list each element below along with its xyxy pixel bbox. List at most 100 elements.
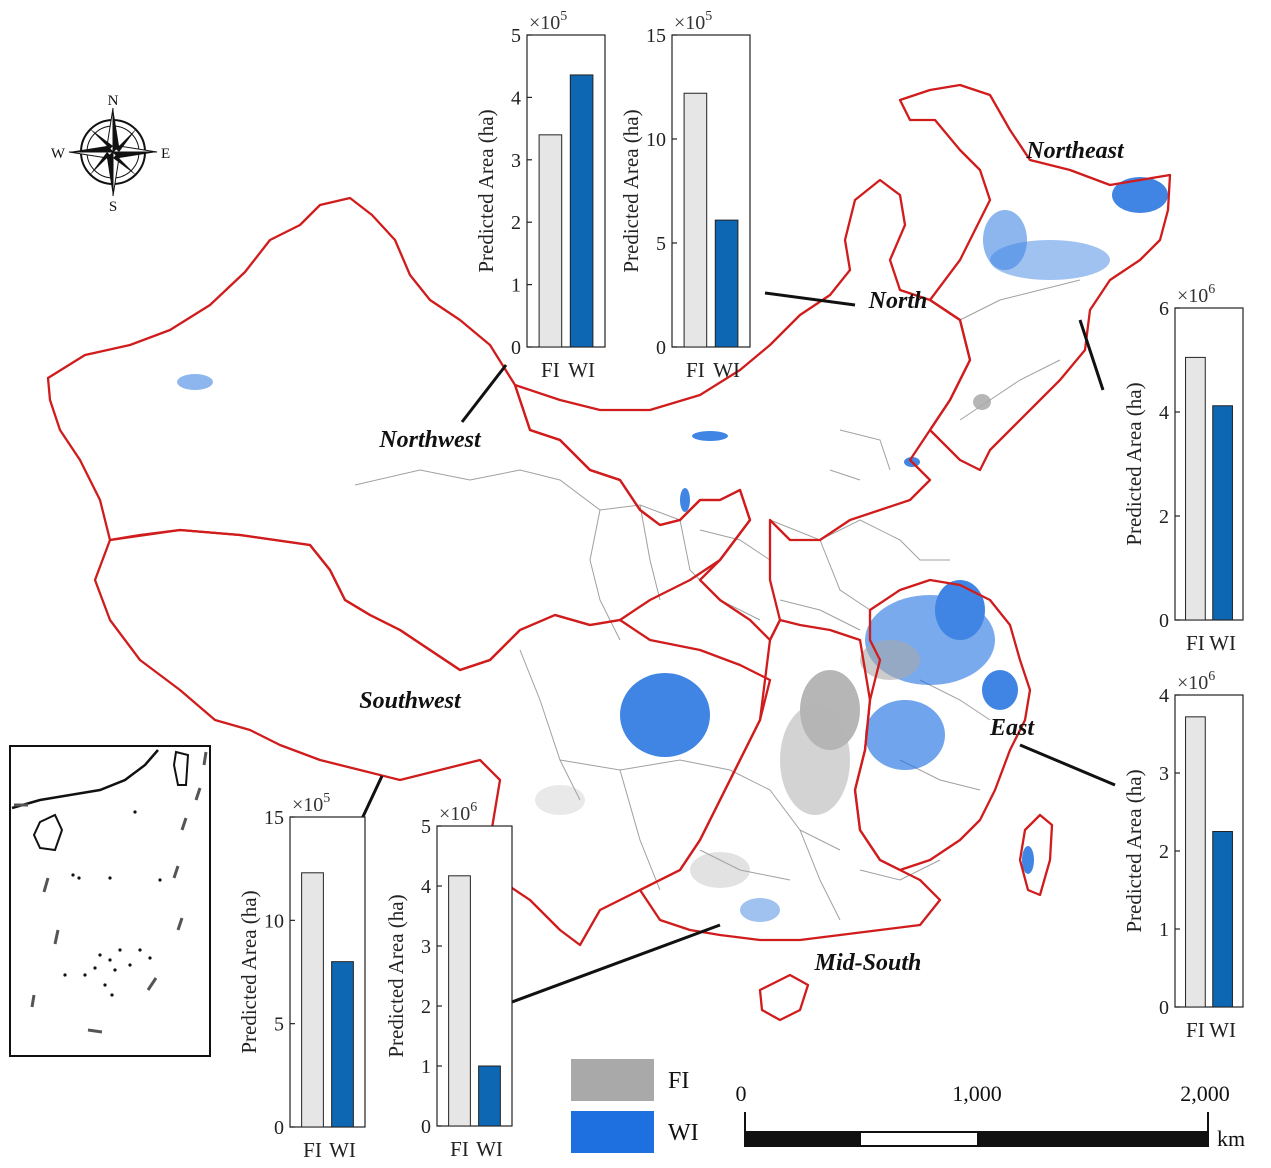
region-boundaries [46, 83, 1172, 1022]
y-tick-label: 3 [421, 936, 431, 958]
y-tick-label: 10 [264, 910, 284, 932]
y-tick-label: 3 [511, 150, 521, 172]
region-label-east: East [989, 715, 1035, 741]
province-boundaries [354, 279, 1081, 921]
axis-multiplier: ×106 [1177, 282, 1215, 307]
compass-east-label: E [161, 146, 170, 162]
bar-wi [478, 1065, 501, 1127]
hainan-boundary [758, 973, 810, 1022]
scale-tick-1000: 1,000 [952, 1081, 1002, 1106]
y-tick-label: 4 [511, 87, 521, 109]
region-label-north: North [868, 288, 928, 314]
y-tick-label: 0 [656, 337, 666, 359]
y-tick-label: 1 [1159, 919, 1169, 941]
chart-southwest: 0 5 10 15 FI WI ×105 Predicted Area (ha) [237, 791, 366, 1162]
y-tick-label: 4 [421, 876, 431, 898]
category-label: FI [303, 1138, 322, 1162]
chart-east: 0 1 2 3 4 FI WI ×106 Predicted Area (ha) [1122, 669, 1244, 1042]
scale-unit: km [1217, 1126, 1245, 1151]
y-tick-label: 2 [511, 212, 521, 234]
compass-rose-icon: N S E W [51, 93, 170, 215]
y-tick-label: 1 [421, 1056, 431, 1078]
bar-wi [1212, 831, 1233, 1008]
bar-fi [683, 92, 708, 348]
midsouth-boundary [638, 618, 942, 942]
region-label-southwest: Southwest [359, 688, 462, 714]
chart-northwest: 0 1 2 3 4 5 FI WI ×105 Predicted Area (ha) [474, 9, 606, 382]
y-tick-label: 10 [646, 129, 666, 151]
northeast-boundary [898, 83, 1172, 472]
y-tick-label: 0 [421, 1116, 431, 1138]
y-tick-label: 15 [264, 807, 284, 829]
y-tick-label: 1 [511, 275, 521, 297]
y-tick-label: 5 [511, 25, 521, 47]
category-label: FI [541, 358, 560, 382]
compass-north-label: N [108, 93, 119, 109]
region-label-northwest: Northwest [378, 427, 482, 453]
north-boundary [513, 178, 972, 642]
axis-multiplier: ×106 [1177, 669, 1215, 694]
y-tick-label: 0 [1159, 997, 1169, 1019]
chart-midsouth: 0 1 2 3 4 5 FI WI ×106 Predicted Area (ha) [384, 800, 513, 1161]
axis-multiplier: ×106 [439, 800, 477, 825]
y-tick-label: 0 [511, 337, 521, 359]
region-label-midsouth: Mid-South [814, 950, 922, 976]
category-label: WI [1209, 631, 1236, 655]
y-tick-label: 2 [1159, 506, 1169, 528]
axis-multiplier: ×105 [674, 9, 712, 34]
category-label: FI [1186, 631, 1205, 655]
y-tick-label: 4 [1159, 402, 1169, 424]
scale-tick-0: 0 [736, 1081, 747, 1106]
y-tick-label: 5 [274, 1014, 284, 1036]
y-axis-label: Predicted Area (ha) [474, 109, 498, 272]
y-tick-label: 15 [646, 25, 666, 47]
chart-north: 0 5 10 15 FI WI ×105 Predicted Area (ha) [619, 9, 751, 382]
y-tick-label: 6 [1159, 298, 1169, 320]
y-tick-label: 4 [1159, 685, 1169, 707]
y-tick-label: 3 [1159, 763, 1169, 785]
y-tick-label: 0 [274, 1117, 284, 1139]
y-axis-label: Predicted Area (ha) [1122, 382, 1146, 545]
south-china-sea-inset [9, 745, 211, 1057]
y-axis-label: Predicted Area (ha) [619, 109, 643, 272]
y-tick-label: 5 [421, 816, 431, 838]
bar-fi [301, 872, 324, 1128]
fi-irrigation-patches [535, 394, 991, 888]
scale-tick-2000: 2,000 [1180, 1081, 1230, 1106]
region-label-northeast: Northeast [1025, 138, 1125, 164]
y-tick-label: 2 [1159, 841, 1169, 863]
y-tick-label: 0 [1159, 610, 1169, 632]
compass-south-label: S [109, 199, 117, 215]
bar-wi [714, 219, 739, 348]
scale-bar: 0 1,000 2,000 km [736, 1081, 1246, 1151]
axis-multiplier: ×105 [529, 9, 567, 34]
bar-wi [331, 961, 354, 1128]
y-axis-label: Predicted Area (ha) [237, 890, 261, 1053]
bar-fi [1185, 716, 1206, 1008]
category-label: FI [450, 1137, 469, 1161]
bar-fi [448, 875, 471, 1127]
y-axis-label: Predicted Area (ha) [1122, 769, 1146, 932]
y-tick-label: 2 [421, 996, 431, 1018]
legend-wi-label: WI [668, 1120, 699, 1146]
category-label: WI [1209, 1018, 1236, 1042]
bar-wi [1212, 405, 1233, 621]
region-labels: Northwest North Northeast East Mid-South… [359, 138, 1125, 976]
bar-fi [1185, 356, 1206, 621]
y-tick-label: 5 [656, 233, 666, 255]
y-axis-label: Predicted Area (ha) [384, 894, 408, 1057]
category-label: WI [568, 358, 595, 382]
legend-wi-swatch [571, 1111, 654, 1153]
compass-west-label: W [51, 146, 66, 162]
legend-fi-label: FI [668, 1068, 689, 1094]
chart-northeast: 0 2 4 6 FI WI ×106 Predicted Area (ha) [1122, 282, 1244, 655]
category-label: FI [686, 358, 705, 382]
legend-fi-swatch [571, 1059, 654, 1101]
category-label: FI [1186, 1018, 1205, 1042]
axis-multiplier: ×105 [292, 791, 330, 816]
taiwan-boundary [1018, 813, 1054, 897]
category-label: WI [476, 1137, 503, 1161]
bar-fi [538, 134, 563, 348]
